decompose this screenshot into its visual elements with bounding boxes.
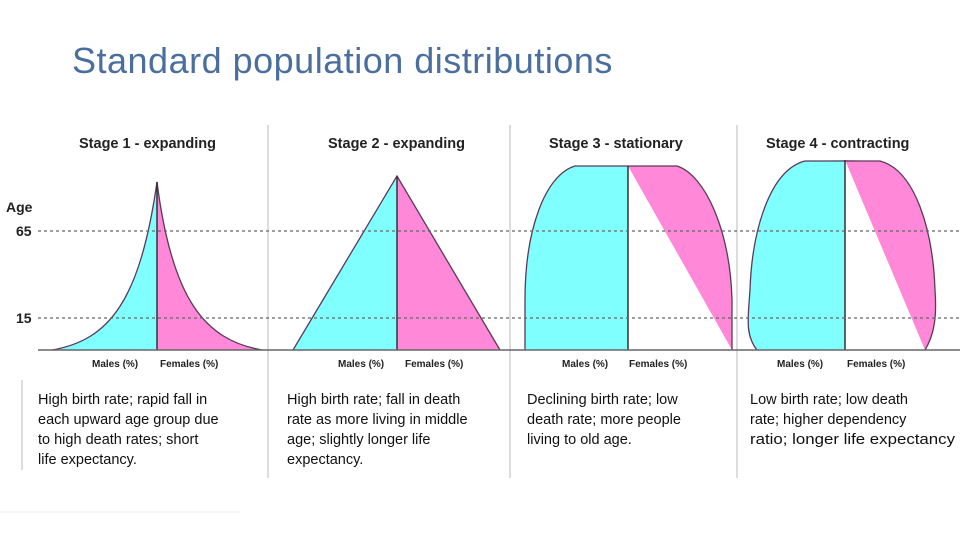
description-line: expectancy. — [287, 452, 363, 468]
age-15-label: 15 — [16, 310, 32, 326]
stage-1-description: High birth rate; rapid fall in each upwa… — [38, 392, 219, 468]
slide-title: Standard population distributions — [72, 40, 613, 81]
description-line: rate as more living in middle — [287, 412, 468, 428]
stage-4-pyramid — [747, 160, 937, 351]
stage-1-males — [52, 182, 157, 350]
stage-3-female-label: Females (%) — [629, 359, 687, 370]
stage-3-title: Stage 3 - stationary — [549, 136, 683, 152]
stage-4-title: Stage 4 - contracting — [766, 136, 909, 152]
stage-2-male-label: Males (%) — [338, 359, 384, 370]
age-65-label: 65 — [16, 223, 32, 239]
stage-1-females — [157, 182, 262, 350]
description-line: rate; higher dependency — [750, 412, 907, 428]
stage-3-males — [525, 166, 628, 350]
stage-4-outline — [747, 160, 937, 351]
age-axis-label: Age — [6, 199, 33, 215]
stage-4-female-label: Females (%) — [847, 359, 905, 370]
stage-4-description: Low birth rate; low death rate; higher d… — [750, 392, 956, 448]
stage-2-pyramid — [292, 174, 501, 351]
stage-3-description: Declining birth rate; low death rate; mo… — [527, 392, 681, 448]
stage-1-female-label: Females (%) — [160, 359, 218, 370]
description-line: Declining birth rate; low — [527, 392, 678, 408]
description-line: age; slightly longer life — [287, 432, 430, 448]
stage-2-title: Stage 2 - expanding — [328, 136, 465, 152]
description-line: High birth rate; fall in death — [287, 392, 460, 408]
stage-3-male-label: Males (%) — [562, 359, 608, 370]
stage-2-description: High birth rate; fall in death rate as m… — [287, 392, 468, 468]
stage-3-females — [628, 166, 732, 350]
description-line: each upward age group due — [38, 412, 219, 428]
description-line: life expectancy. — [38, 452, 137, 468]
stage-2-female-label: Females (%) — [405, 359, 463, 370]
stage-4-male-label: Males (%) — [777, 359, 823, 370]
description-line: death rate; more people — [527, 412, 681, 428]
description-line: High birth rate; rapid fall in — [38, 392, 207, 408]
stage-4-males — [748, 160, 845, 350]
description-line: to high death rates; short — [38, 432, 198, 448]
stage-3-pyramid — [524, 165, 733, 350]
description-line: ratio; longer life expectancy — [750, 432, 956, 448]
stage-1-male-label: Males (%) — [92, 359, 138, 370]
stage-4-females — [845, 160, 936, 350]
stage-3-outline — [524, 165, 733, 350]
description-line: Low birth rate; low death — [750, 392, 908, 408]
stage-1-pyramid — [51, 181, 263, 351]
stage-1-title: Stage 1 - expanding — [79, 136, 216, 152]
description-line: living to old age. — [527, 432, 632, 448]
